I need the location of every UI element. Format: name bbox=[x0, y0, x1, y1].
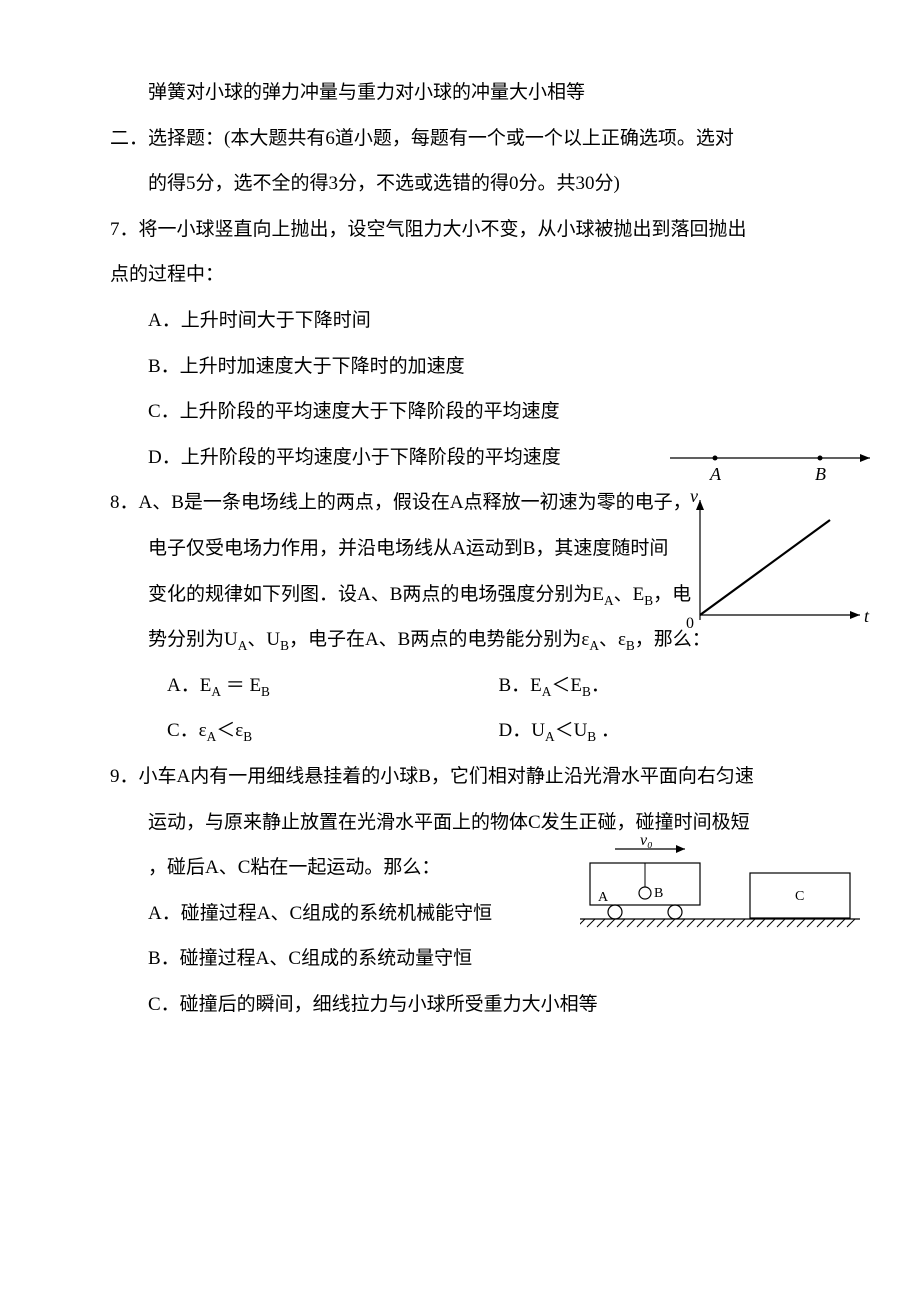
q7-option-b: B．上升时加速度大于下降时的加速度 bbox=[110, 344, 830, 390]
q9-v0: v₀ bbox=[640, 835, 653, 849]
q7-option-c: C．上升阶段的平均速度大于下降阶段的平均速度 bbox=[110, 389, 830, 435]
q9-label-a: A bbox=[598, 890, 609, 905]
q9-label-b: B bbox=[654, 886, 663, 901]
q9-label-c: C bbox=[795, 889, 804, 904]
section2-header-line2: 的得5分，选不全的得3分，不选或选错的得0分。共30分) bbox=[110, 161, 830, 207]
q8-option-c: C．εA＜εB bbox=[167, 708, 499, 754]
prior-option-line: 弹簧对小球的弹力冲量与重力对小球的冲量大小相等 bbox=[110, 70, 830, 116]
q8-options-row2: C．εA＜εB D．UA＜UB ． bbox=[110, 708, 830, 754]
q9-option-b: B．碰撞过程A、C组成的系统动量守恒 bbox=[110, 936, 830, 982]
q9-line1: 9．小车A内有一用细线悬挂着的小球B，它们相对静止沿光滑水平面向右匀速 bbox=[110, 754, 830, 800]
q8-option-d: D．UA＜UB ． bbox=[499, 708, 831, 754]
q8-axis-v: v bbox=[690, 486, 698, 506]
q7-stem-line2: 点的过程中： bbox=[110, 252, 830, 298]
q8-svg: A B 0 v t bbox=[650, 440, 880, 640]
q8-options-row1: A．EA ＝ EB B．EA＜EB． bbox=[110, 663, 830, 709]
q7-stem-line1: 7．将一小球竖直向上抛出，设空气阻力大小不变，从小球被抛出到落回抛出 bbox=[110, 207, 830, 253]
q8-axis-t: t bbox=[864, 606, 870, 626]
q8-label-b: B bbox=[815, 464, 826, 484]
q8-axis-0: 0 bbox=[686, 615, 694, 632]
q9-figure: v₀ A B C bbox=[580, 835, 860, 935]
q8-option-a: A．EA ＝ EB bbox=[167, 663, 499, 709]
q8-option-b: B．EA＜EB． bbox=[499, 663, 831, 709]
q9-svg: v₀ A B C bbox=[580, 835, 860, 935]
q9-option-c: C．碰撞后的瞬间，细线拉力与小球所受重力大小相等 bbox=[110, 982, 830, 1028]
q8-figure: A B 0 v t bbox=[650, 440, 880, 640]
q7-option-a: A．上升时间大于下降时间 bbox=[110, 298, 830, 344]
section2-header-line1: 二．选择题：(本大题共有6道小题，每题有一个或一个以上正确选项。选对 bbox=[110, 116, 830, 162]
q8-label-a: A bbox=[709, 464, 722, 484]
